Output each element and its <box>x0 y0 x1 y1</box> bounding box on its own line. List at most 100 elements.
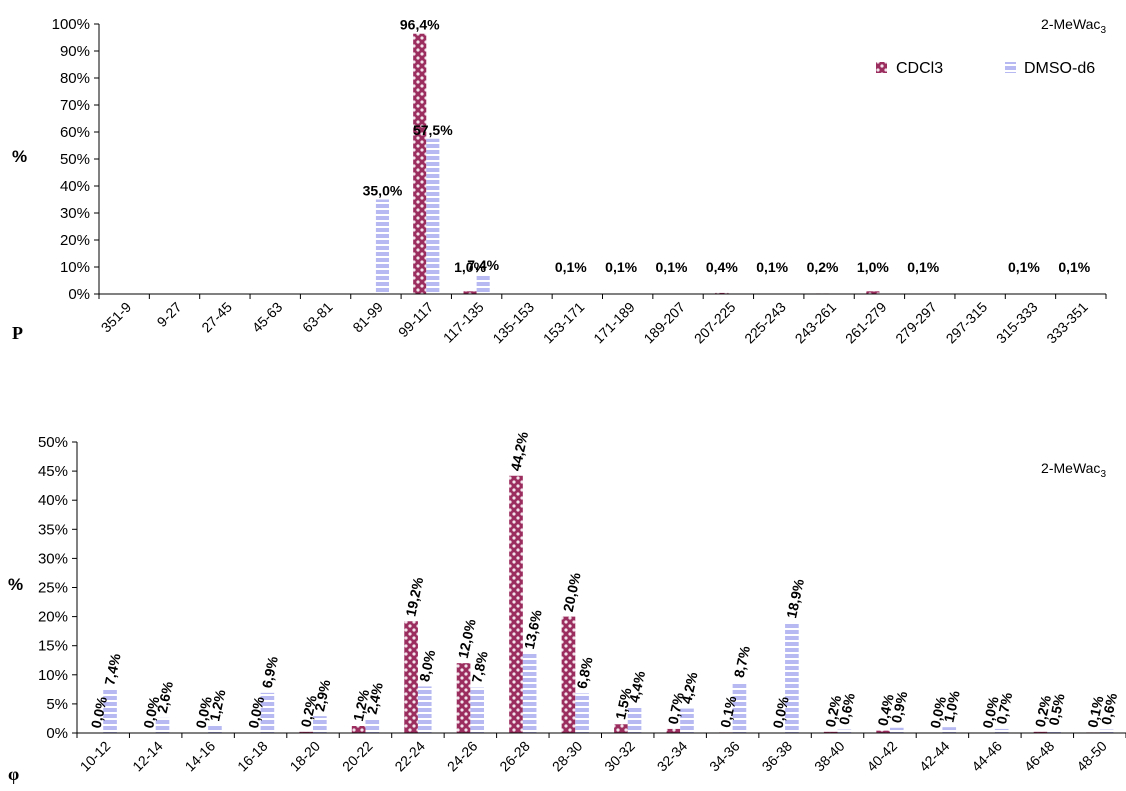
data-label-cdcl3-44-46: 0,0% <box>979 695 1001 730</box>
data-label-cdcl3-28-30: 20,0% <box>560 571 584 614</box>
bars <box>103 475 1114 734</box>
bar-dmso-42-44 <box>942 727 957 733</box>
data-label-cdcl3-279-297: 0,1% <box>907 259 939 275</box>
x-tick-label: 27-45 <box>198 299 235 336</box>
chart-title: 2-MeWac3 <box>1041 16 1106 36</box>
y-tick-label: 70% <box>60 97 90 114</box>
bar-cdcl3-46-48 <box>1033 731 1048 733</box>
y-axis-ticks: 0% 10% 20% 30% 40% 50% 60% 70% 80% 90% 100% <box>52 16 99 303</box>
y-axis-label: % <box>8 575 23 594</box>
y-tick-label: 30% <box>38 550 68 567</box>
data-label-dmso-36-38: 18,9% <box>783 577 807 620</box>
bar-dmso-24-26 <box>470 687 485 733</box>
bar-cdcl3-99-117 <box>413 33 427 294</box>
data-label-cdcl3-18-20: 0,2% <box>297 693 319 728</box>
data-label-cdcl3-16-18: 0,0% <box>245 695 267 730</box>
torsion-phi-chart: 0% 5% 10% 15% 20% 25% 30% 35% 40% 45% 50% 10-12 12-… <box>8 430 1126 784</box>
bar-cdcl3-28-30 <box>561 616 576 733</box>
bar-cdcl3-40-42 <box>876 730 890 733</box>
x-tick-label: 153-171 <box>540 299 588 347</box>
data-label-dmso-16-18: 6,9% <box>259 654 281 689</box>
bar-cdcl3-207-225 <box>715 292 729 294</box>
data-label-cdcl3-171-189: 0,1% <box>605 259 637 275</box>
data-label-cdcl3-117-135: 1,0% <box>454 259 486 275</box>
legend-label-cdcl3: CDCl3 <box>896 60 943 77</box>
bar-dmso-32-34 <box>680 708 694 733</box>
x-tick-label: 81-99 <box>349 299 386 336</box>
y-tick-label: 10% <box>38 667 68 684</box>
y-tick-label: 10% <box>60 259 90 276</box>
y-tick-label: 50% <box>38 434 68 451</box>
bars <box>375 33 1081 295</box>
bar-cdcl3-261-279 <box>866 291 880 294</box>
bar-cdcl3-30-32 <box>614 724 628 733</box>
x-tick-label: 28-30 <box>549 738 586 775</box>
x-tick-label: 16-18 <box>234 738 271 775</box>
bar-dmso-30-32 <box>627 707 642 733</box>
x-axis-categories: 351-9 9-27 27-45 45-63 63-81 81-99 99-117 117-1… <box>98 299 1091 347</box>
data-label-dmso-18-20: 2,9% <box>311 678 333 713</box>
data-label-dmso-28-30: 6,8% <box>573 655 595 690</box>
data-label-dmso-32-34: 4,2% <box>678 670 700 705</box>
x-tick-label: 243-261 <box>792 299 840 347</box>
x-tick-label: 189-207 <box>640 299 688 347</box>
data-label-cdcl3-333-351: 0,1% <box>1058 259 1090 275</box>
torsion-p-chart: 0% 10% 20% 30% 40% 50% 60% 70% 80% 90% 100% 351-9 9… <box>12 16 1107 347</box>
bar-dmso-20-22 <box>365 719 380 733</box>
x-tick-label: 40-42 <box>863 738 900 775</box>
bar-dmso-44-46 <box>994 728 1009 733</box>
data-label-cdcl3-48-50: 0,1% <box>1084 694 1106 729</box>
y-tick-label: 20% <box>60 232 90 249</box>
y-tick-label: 90% <box>60 43 90 60</box>
data-label-cdcl3-22-24: 19,2% <box>402 575 426 618</box>
data-label-cdcl3-40-42: 0,4% <box>874 692 896 727</box>
y-tick-label: 20% <box>38 609 68 626</box>
y-tick-label: 35% <box>38 521 68 538</box>
x-tick-label: 333-351 <box>1043 299 1091 347</box>
bar-dmso-26-28 <box>522 653 537 733</box>
bar-cdcl3-24-26 <box>456 663 471 733</box>
bar-dmso-22-24 <box>417 686 432 733</box>
data-label-dmso-20-22: 2,4% <box>364 681 386 716</box>
y-tick-label: 45% <box>38 463 68 480</box>
x-tick-label: 10-12 <box>77 738 114 775</box>
x-tick-label: 38-40 <box>811 738 848 775</box>
data-label-dmso-42-44: 1,0% <box>941 689 963 724</box>
x-tick-label: 34-36 <box>706 738 743 775</box>
data-label-dmso-30-32: 4,4% <box>626 669 648 704</box>
bar-dmso-36-38 <box>785 623 799 733</box>
data-label-cdcl3-315-333: 0,1% <box>1008 259 1040 275</box>
data-label-cdcl3-30-32: 1,5% <box>612 686 634 721</box>
data-label-dmso-34-36: 8,7% <box>731 644 753 679</box>
data-labels: 96,4%57,5%35,0%1,0%7,4% 0,1% 0,1% 0,1% 0,4% 0… <box>363 17 1091 275</box>
x-tick-label: 46-48 <box>1021 738 1058 775</box>
x-tick-label: 32-34 <box>654 738 691 775</box>
y-tick-label: 5% <box>46 696 68 713</box>
x-tick-label: 351-9 <box>98 299 135 336</box>
x-tick-label: 171-189 <box>590 299 638 347</box>
data-label-dmso-10-12: 7,4% <box>101 651 123 686</box>
axes <box>76 442 1126 738</box>
bar-cdcl3-38-40 <box>823 731 838 733</box>
x-tick-label: 18-20 <box>287 738 324 775</box>
bar-cdcl3-117-135 <box>463 291 477 294</box>
bar-dmso-28-30 <box>575 693 589 733</box>
x-tick-label: 24-26 <box>444 738 481 775</box>
legend: CDCl3 DMSO-d6 <box>876 60 1095 77</box>
x-tick-label: 26-28 <box>496 738 533 775</box>
x-tick-label: 22-24 <box>391 738 428 775</box>
x-tick-label: 42-44 <box>916 738 953 775</box>
x-tick-label: 45-63 <box>249 299 286 336</box>
x-tick-label: 315-333 <box>993 299 1041 347</box>
bar-dmso-16-18 <box>260 692 275 733</box>
bar-cdcl3-26-28 <box>509 475 523 733</box>
x-axis-label: φ <box>8 764 19 784</box>
bar-dmso-99-117 <box>426 138 440 294</box>
y-axis-ticks: 0% 5% 10% 15% 20% 25% 30% 35% 40% 45% 50% <box>38 434 77 742</box>
x-axis-label: P <box>12 323 23 343</box>
x-tick-label: 36-38 <box>759 738 796 775</box>
x-tick-label: 225-243 <box>741 299 789 347</box>
data-label-dmso-44-46: 0,7% <box>993 690 1015 725</box>
y-tick-label: 40% <box>60 178 90 195</box>
